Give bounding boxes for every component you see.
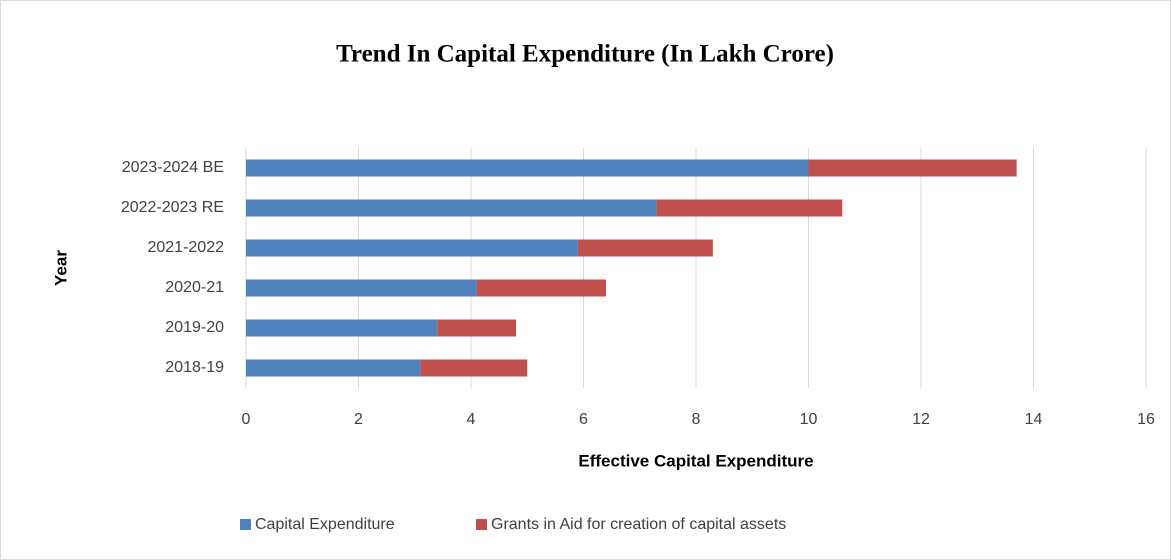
x-tick-label: 4 [467, 411, 476, 428]
bar-segment [246, 239, 578, 257]
x-tick-label: 16 [1137, 411, 1155, 428]
y-tick-label: 2023-2024 BE [122, 159, 224, 176]
y-tick-label: 2018-19 [165, 359, 224, 376]
bar-segment [246, 319, 438, 337]
legend-label: Grants in Aid for creation of capital as… [491, 516, 786, 533]
x-tick-label: 0 [242, 411, 251, 428]
x-tick-label: 2 [354, 411, 363, 428]
x-axis-title: Effective Capital Expenditure [578, 451, 813, 470]
x-tick-label: 10 [800, 411, 818, 428]
bar-segment [808, 159, 1017, 177]
x-tick-label: 6 [579, 411, 588, 428]
y-tick-label: 2020-21 [165, 279, 224, 296]
bar-segment [476, 279, 606, 297]
y-axis-title: Year [51, 250, 70, 286]
legend-swatch [476, 519, 487, 530]
bar-segment [246, 279, 477, 297]
x-tick-label: 8 [692, 411, 701, 428]
bar-segment [246, 159, 809, 177]
chart-title: Trend In Capital Expenditure (In Lakh Cr… [336, 41, 834, 68]
x-tick-label: 12 [912, 411, 930, 428]
bar-segment [577, 239, 713, 257]
x-tick-label: 14 [1025, 411, 1043, 428]
legend-swatch [240, 519, 251, 530]
y-tick-label: 2021-2022 [147, 239, 224, 256]
y-tick-label: 2019-20 [165, 319, 224, 336]
bar-segment [656, 199, 843, 217]
bar-segment [420, 359, 528, 377]
bar-segment [246, 359, 421, 377]
legend-label: Capital Expenditure [255, 516, 395, 533]
bar-segment [246, 199, 657, 217]
bar-segment [437, 319, 516, 337]
y-tick-label: 2022-2023 RE [121, 199, 224, 216]
